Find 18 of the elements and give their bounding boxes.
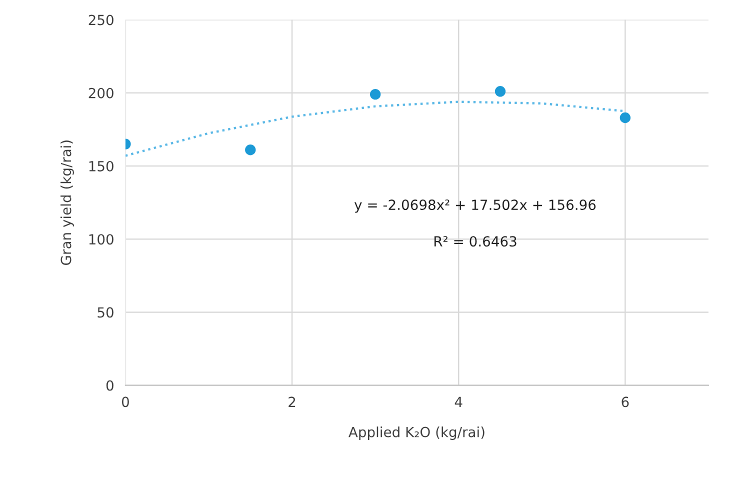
point	[245, 144, 256, 156]
y-tick-label: 50	[98, 307, 114, 318]
x-tick-label: 0	[122, 396, 129, 408]
point	[370, 88, 381, 100]
y-axis-title: Gran yield (kg/rai)	[60, 140, 74, 265]
x-axis-title: Applied K₂O (kg/rai)	[348, 426, 484, 440]
y-tick-label: 200	[88, 88, 114, 98]
y-tick-label: 100	[89, 234, 114, 245]
y-tick-label: 250	[88, 14, 114, 26]
annotation: R² = 0.6463	[434, 236, 516, 247]
x-tick-label: 2	[288, 396, 296, 407]
point	[494, 86, 506, 97]
point	[620, 112, 631, 124]
y-tick-label: 0	[106, 380, 114, 391]
y-tick-label: 150	[89, 160, 114, 172]
annotation: y = -2.0698x² + 17.502x + 156.96	[354, 200, 596, 213]
x-tick-label: 6	[622, 396, 629, 408]
x-tick-label: 4	[454, 396, 462, 407]
